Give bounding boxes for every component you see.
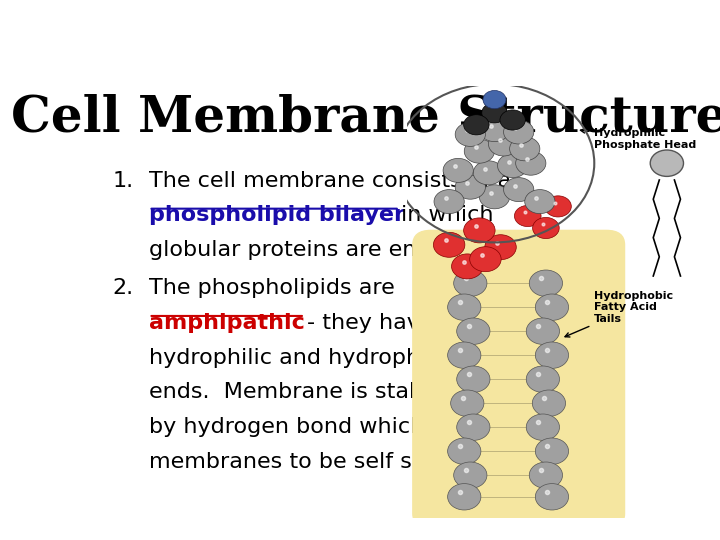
Circle shape <box>525 190 555 214</box>
Circle shape <box>433 232 465 257</box>
Circle shape <box>454 462 487 488</box>
Text: Cell Membrane Structure: Cell Membrane Structure <box>11 94 720 143</box>
Circle shape <box>456 318 490 345</box>
Circle shape <box>526 414 559 441</box>
Circle shape <box>464 139 495 163</box>
Circle shape <box>515 205 541 227</box>
Circle shape <box>464 218 495 243</box>
Circle shape <box>448 342 481 368</box>
Circle shape <box>510 137 540 161</box>
Circle shape <box>456 414 490 441</box>
Circle shape <box>473 161 503 185</box>
Text: - they have both: - they have both <box>307 313 491 333</box>
Circle shape <box>455 123 485 146</box>
Circle shape <box>480 185 510 209</box>
Circle shape <box>532 390 565 416</box>
Text: hydrophilic and hydrophobic: hydrophilic and hydrophobic <box>148 348 466 368</box>
Circle shape <box>456 366 490 393</box>
Circle shape <box>448 484 481 510</box>
Circle shape <box>516 151 546 175</box>
Circle shape <box>526 366 559 393</box>
Circle shape <box>545 196 571 217</box>
Circle shape <box>480 118 510 141</box>
Circle shape <box>483 91 506 109</box>
Text: in which: in which <box>401 205 494 225</box>
Circle shape <box>448 294 481 320</box>
Circle shape <box>500 110 526 130</box>
Circle shape <box>503 120 534 144</box>
Text: phospholipid bilayer: phospholipid bilayer <box>148 205 413 225</box>
Circle shape <box>451 254 483 279</box>
Text: globular proteins are embedded.: globular proteins are embedded. <box>148 240 514 260</box>
Text: Hydrophobic
Fatty Acid
Tails: Hydrophobic Fatty Acid Tails <box>565 291 673 337</box>
Text: The phospholipids are: The phospholipids are <box>148 278 395 298</box>
Text: 1.: 1. <box>112 171 133 191</box>
Circle shape <box>464 114 489 135</box>
Text: Hydrophilic
Phosphate Head: Hydrophilic Phosphate Head <box>580 129 696 150</box>
Circle shape <box>455 175 485 199</box>
Circle shape <box>650 150 683 177</box>
Text: membranes to be self sealing: membranes to be self sealing <box>148 453 480 472</box>
Circle shape <box>488 132 518 156</box>
Circle shape <box>454 270 487 296</box>
Circle shape <box>529 270 562 296</box>
Text: The cell membrane consists of a: The cell membrane consists of a <box>148 171 510 191</box>
Text: by hydrogen bond which causes: by hydrogen bond which causes <box>148 417 508 437</box>
FancyBboxPatch shape <box>413 231 624 528</box>
Circle shape <box>526 318 559 345</box>
Circle shape <box>451 390 484 416</box>
Circle shape <box>536 342 569 368</box>
Circle shape <box>536 294 569 320</box>
Circle shape <box>469 247 501 272</box>
Circle shape <box>482 103 507 123</box>
Circle shape <box>434 190 464 214</box>
Circle shape <box>529 462 562 488</box>
Circle shape <box>536 438 569 464</box>
Text: ends.  Membrane is stabilized: ends. Membrane is stabilized <box>148 382 481 402</box>
Circle shape <box>536 484 569 510</box>
Circle shape <box>443 158 473 183</box>
Text: amphipathic: amphipathic <box>148 313 305 333</box>
Circle shape <box>533 218 559 239</box>
Circle shape <box>485 235 516 260</box>
Circle shape <box>498 153 528 178</box>
Text: 2.: 2. <box>112 278 133 298</box>
Circle shape <box>503 178 534 201</box>
Circle shape <box>448 438 481 464</box>
